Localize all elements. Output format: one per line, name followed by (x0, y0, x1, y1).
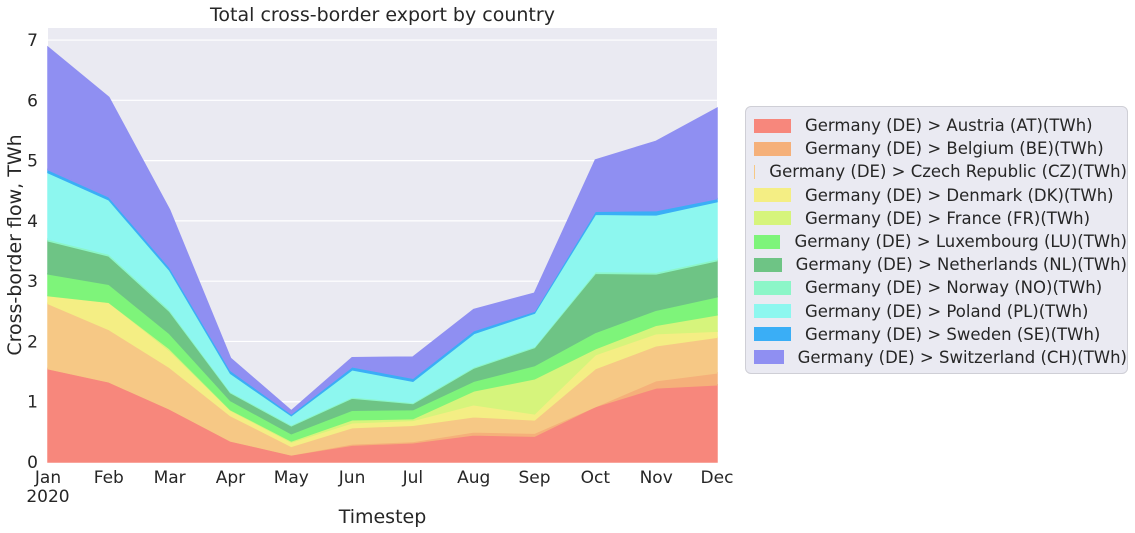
x-tick-label: Jul (402, 468, 424, 488)
x-tick-label: Jan (34, 468, 61, 488)
legend-swatch (754, 280, 791, 295)
legend-item: Germany (DE) > Denmark (DK)(TWh) (746, 184, 1127, 207)
x-tick-labels: Jan Feb Mar Apr May Jun Jul Aug Sep Oct Nov Dec (34, 468, 734, 488)
y-tick-label: 1 (27, 393, 38, 413)
legend-item: Germany (DE) > Switzerland (CH)(TWh) (746, 346, 1127, 369)
legend-swatch (754, 327, 791, 342)
legend-label: Germany (DE) > Netherlands (NL)(TWh) (795, 255, 1127, 275)
legend-swatch (754, 188, 791, 203)
legend-label: Germany (DE) > Czech Republic (CZ)(TWh) (769, 162, 1127, 182)
legend-swatch (754, 234, 781, 249)
y-tick-label: 0 (27, 453, 38, 473)
legend-item: Germany (DE) > France (FR)(TWh) (746, 207, 1127, 230)
x-tick-label: Feb (94, 468, 124, 488)
x-tick-label: Jun (338, 468, 366, 488)
legend-item: Germany (DE) > Luxembourg (LU)(TWh) (746, 230, 1127, 253)
y-tick-label: 6 (27, 91, 38, 111)
x-axis-title: Timestep (338, 506, 427, 528)
x-tick-label: Apr (216, 468, 245, 488)
x-year-label: 2020 (26, 487, 69, 507)
legend-swatch (754, 304, 791, 319)
legend-item: Germany (DE) > Sweden (SE)(TWh) (746, 323, 1127, 346)
y-tick-label: 3 (27, 272, 38, 292)
legend-label: Germany (DE) > Sweden (SE)(TWh) (805, 324, 1101, 344)
area-series-10 (47, 45, 718, 415)
legend-item: Germany (DE) > Norway (NO)(TWh) (746, 276, 1127, 299)
legend-label: Germany (DE) > France (FR)(TWh) (805, 208, 1091, 228)
area-series-layer (47, 45, 718, 463)
y-tick-label: 4 (27, 212, 38, 232)
legend-item: Germany (DE) > Poland (PL)(TWh) (746, 300, 1127, 323)
legend: Germany (DE) > Austria (AT)(TWh) Germany … (745, 106, 1128, 374)
y-tick-labels: 0 1 2 3 4 5 6 7 (27, 31, 38, 473)
legend-swatch (754, 164, 756, 179)
y-tick-label: 5 (27, 152, 38, 172)
legend-label: Germany (DE) > Poland (PL)(TWh) (805, 301, 1089, 321)
y-axis-title: Cross-border flow, TWh (4, 134, 26, 355)
legend-label: Germany (DE) > Norway (NO)(TWh) (805, 278, 1103, 298)
x-tick-label: Sep (519, 468, 551, 488)
legend-item: Germany (DE) > Austria (AT)(TWh) (746, 114, 1127, 137)
legend-label: Germany (DE) > Austria (AT)(TWh) (805, 116, 1093, 136)
chart-title: Total cross-border export by country (209, 4, 555, 26)
legend-swatch (754, 350, 784, 365)
legend-swatch (754, 211, 791, 226)
legend-label: Germany (DE) > Belgium (BE)(TWh) (805, 139, 1104, 159)
legend-item: Germany (DE) > Netherlands (NL)(TWh) (746, 253, 1127, 276)
legend-label: Germany (DE) > Denmark (DK)(TWh) (805, 185, 1114, 205)
legend-swatch (754, 118, 791, 133)
x-tick-label: Aug (457, 468, 490, 488)
legend-item: Germany (DE) > Belgium (BE)(TWh) (746, 137, 1127, 160)
legend-item: Germany (DE) > Czech Republic (CZ)(TWh) (746, 160, 1127, 183)
y-tick-label: 7 (27, 31, 38, 51)
x-tick-label: Mar (154, 468, 186, 488)
y-tick-label: 2 (27, 332, 38, 352)
x-tick-label: May (274, 468, 309, 488)
x-tick-label: Oct (581, 468, 611, 488)
x-tick-label: Dec (701, 468, 734, 488)
legend-label: Germany (DE) > Switzerland (CH)(TWh) (797, 347, 1127, 367)
x-tick-label: Nov (640, 468, 673, 488)
legend-label: Germany (DE) > Luxembourg (LU)(TWh) (794, 232, 1127, 252)
legend-swatch (754, 257, 782, 272)
legend-swatch (754, 141, 791, 156)
